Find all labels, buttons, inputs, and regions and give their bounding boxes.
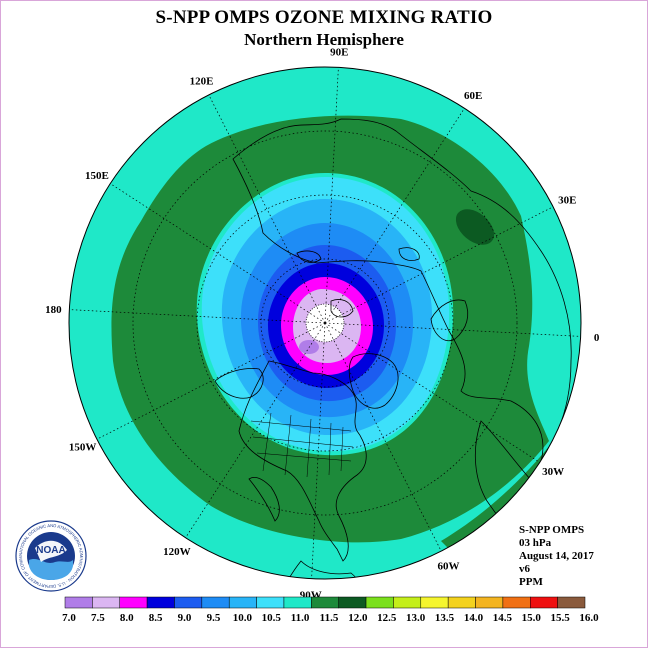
colorbar-tick-label: 13.5: [435, 612, 455, 624]
meridian-line: [311, 322, 326, 579]
colorbar-tick-label: 11.5: [320, 612, 339, 624]
colorbar-tick-label: 16.0: [579, 612, 599, 624]
colorbar-tick-label: 9.5: [207, 612, 221, 624]
meridian-line: [110, 183, 326, 324]
meridian-line: [324, 322, 540, 463]
state-borders: [250, 412, 354, 478]
colorbar-tick-label: 10.5: [262, 612, 282, 624]
band-11-5: [111, 115, 550, 543]
meridian-line: [208, 94, 326, 324]
noaa-logo: NOAA NATIONAL OCEANIC AND ATMOSPHERIC AD…: [15, 520, 87, 592]
colorbar-tick-label: 10.0: [233, 612, 253, 624]
band-12-0: [455, 209, 495, 245]
page-subtitle: Northern Hemisphere: [244, 30, 404, 49]
colorbar-swatch: [447, 596, 476, 609]
colorbar-tick-label: 7.5: [91, 612, 105, 624]
colorbar-swatch: [393, 596, 422, 609]
colorbar-swatch: [201, 596, 230, 609]
globe-outline: [68, 66, 582, 580]
longitude-label: 30W: [542, 466, 564, 478]
colorbar-tick-label: 13.0: [406, 612, 426, 624]
colorbar-tick-label: 14.0: [464, 612, 484, 624]
ozone-field: [69, 67, 581, 579]
longitude-label: 30E: [558, 195, 576, 207]
colorbar-swatch: [64, 596, 93, 609]
logo-text: NOAA: [36, 545, 65, 556]
meridian-line: [324, 322, 581, 337]
coastlines: [214, 118, 572, 579]
colorbar-tick-label: 15.5: [550, 612, 570, 624]
colorbar-swatch: [228, 596, 257, 609]
colorbar-tick-label: 12.0: [348, 612, 368, 624]
date-label: August 14, 2017: [519, 550, 594, 562]
colorbar-swatch: [475, 596, 504, 609]
colorbar-tick-label: 14.5: [493, 612, 513, 624]
longitude-label: 60W: [437, 560, 459, 572]
colorbar-tick-label: 11.0: [291, 612, 310, 624]
longitude-label: 150W: [69, 441, 97, 453]
colorbar-swatch: [174, 596, 203, 609]
colorbar-tick-label: 7.0: [62, 612, 76, 624]
meridian-line: [324, 67, 339, 324]
meridian-line: [96, 322, 326, 440]
satellite-label: S-NPP OMPS: [519, 524, 585, 536]
longitude-label: 120W: [163, 546, 191, 558]
meridian-line: [324, 108, 465, 324]
colorbar-tick-label: 9.0: [178, 612, 192, 624]
colorbar-tick-label: 8.0: [120, 612, 134, 624]
colorbar-swatch: [338, 596, 367, 609]
colorbar-swatch: [365, 596, 394, 609]
colorbar-swatch: [530, 596, 558, 609]
info-block: S-NPP OMPS 03 hPa August 14, 2017 v6 PPM: [519, 524, 594, 589]
colorbar-swatch: [502, 596, 531, 609]
colorbar-swatch: [92, 596, 120, 609]
longitude-label: 150E: [85, 170, 109, 182]
units-label: PPM: [519, 576, 543, 588]
colorbar-swatch: [283, 596, 312, 609]
meridian-line: [324, 206, 554, 324]
longitude-label: 60E: [464, 90, 482, 102]
page-title: S-NPP OMPS OZONE MIXING RATIO: [155, 7, 493, 28]
colorbar-swatch: [119, 596, 148, 609]
pole-data-edge: [305, 303, 345, 343]
meridian-line: [324, 322, 442, 552]
longitude-label: 90E: [330, 46, 348, 58]
meridian-line: [185, 322, 326, 538]
colorbar-tick-label: 8.5: [149, 612, 163, 624]
meridian-line: [69, 309, 326, 324]
colorbar-swatch: [420, 596, 449, 609]
colorbar-tick-label: 12.5: [377, 612, 397, 624]
colorbar-swatch: [146, 596, 175, 609]
longitude-label: 0: [594, 332, 600, 344]
colorbar-swatch: [311, 596, 339, 609]
pressure-level-label: 03 hPa: [519, 537, 552, 549]
longitude-label: 120E: [190, 76, 214, 88]
latitude-grid: [132, 130, 518, 516]
colorbar-swatch: [557, 596, 586, 609]
version-label: v6: [519, 563, 530, 575]
longitude-label: 180: [45, 304, 62, 316]
colorbar-swatch: [256, 596, 285, 609]
colorbar-tick-label: 15.0: [522, 612, 542, 624]
longitude-grid: [69, 67, 581, 579]
